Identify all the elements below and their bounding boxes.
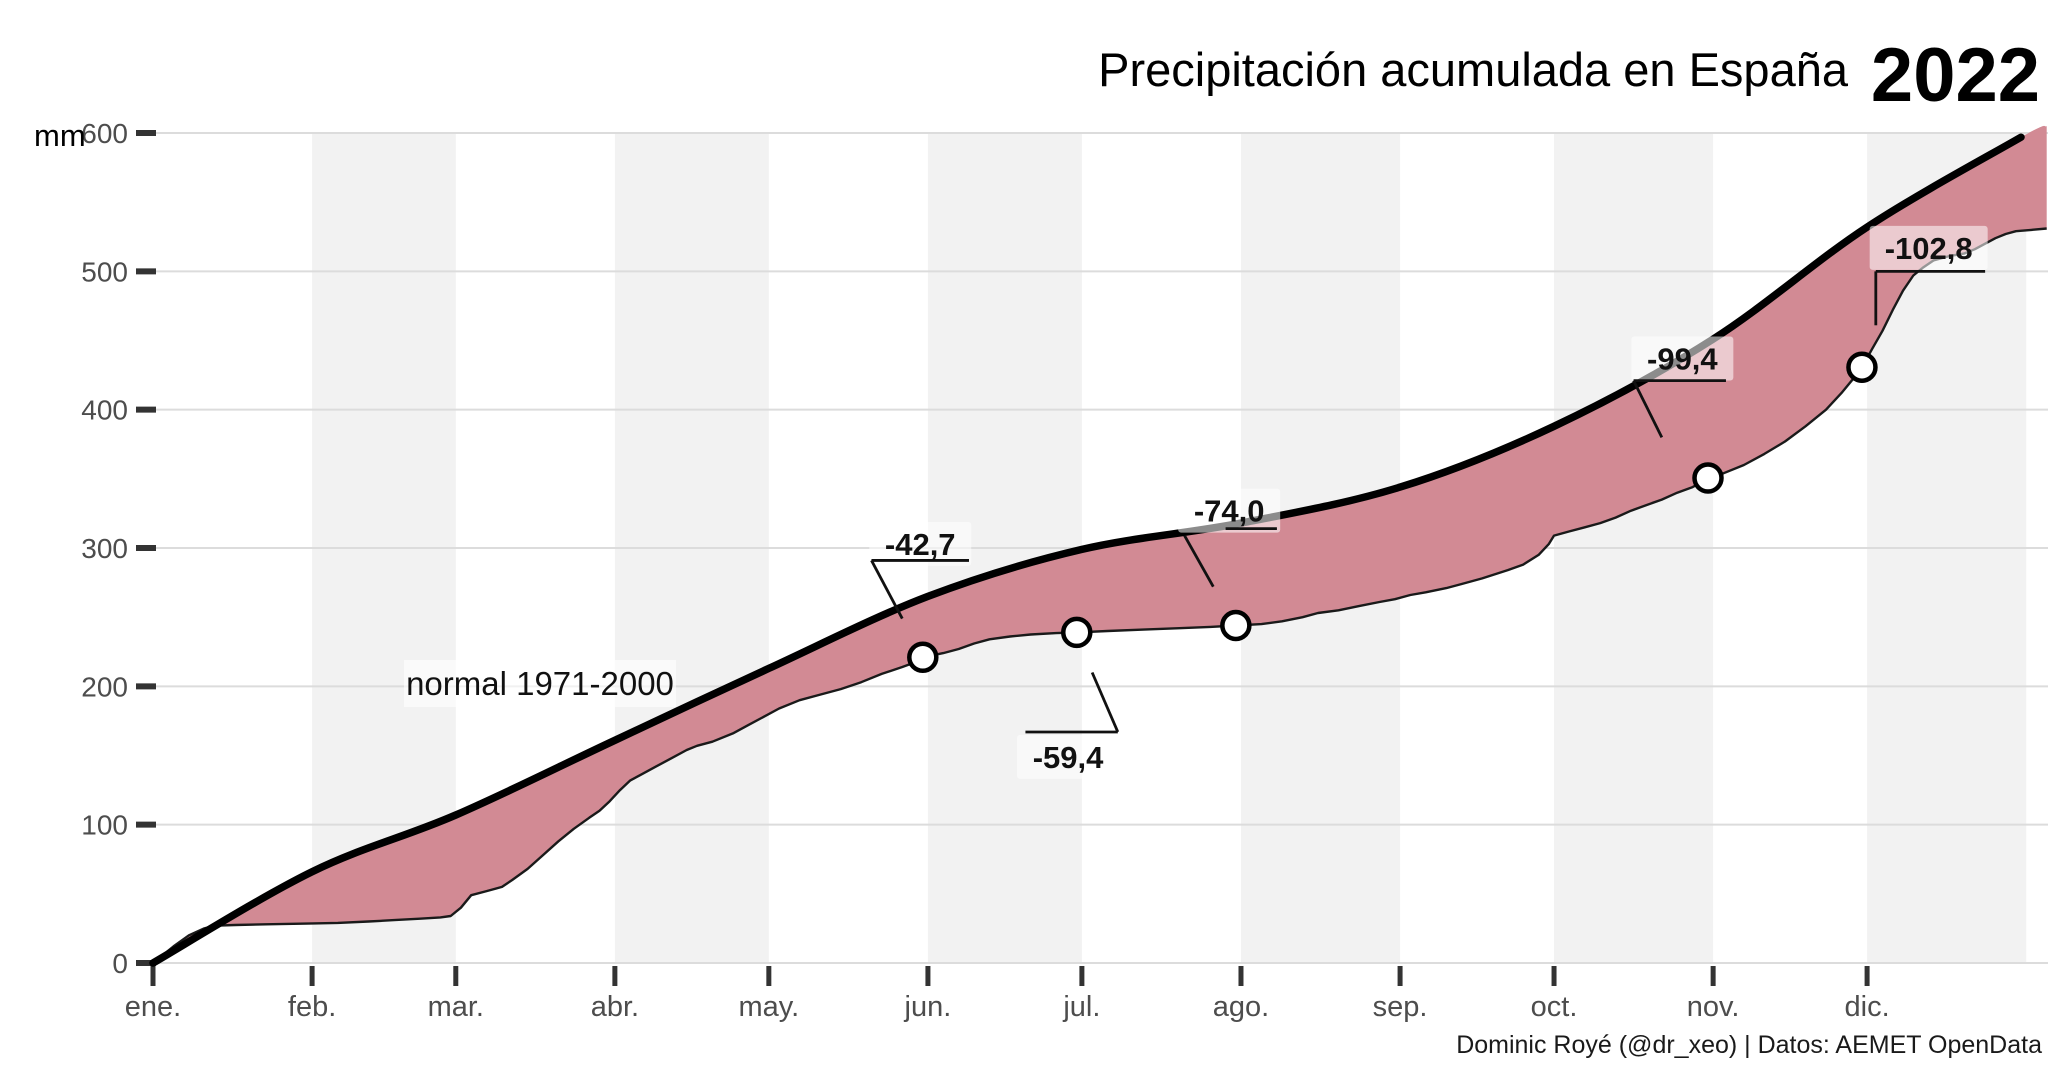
annotation-box <box>869 521 972 566</box>
x-tick-label-ago: ago. <box>1213 991 1269 1023</box>
annotation-box <box>1631 336 1734 381</box>
y-tick-label-500: 500 <box>81 256 128 287</box>
normal-label-box <box>404 660 676 707</box>
annotation-label--59,4: -59,4 <box>1033 740 1104 775</box>
marker-circle-day-211 <box>1220 609 1252 642</box>
y-tick-label-400: 400 <box>81 395 128 426</box>
annotation-label--99,4: -99,4 <box>1647 341 1718 376</box>
x-tick-label-jun: jun. <box>904 991 952 1023</box>
x-tick-label-feb: feb. <box>288 991 336 1023</box>
x-tick-label-ene: ene. <box>125 991 181 1023</box>
axes: 0 100 200 300 400 500 600 ene. feb. mar. abr. may. j… <box>81 118 1889 1023</box>
y-tick-label-200: 200 <box>81 671 128 702</box>
chart-year-label: 2022 <box>1871 33 2040 118</box>
x-tick-label-jul: jul. <box>1062 991 1100 1023</box>
annotation-box <box>1178 488 1281 533</box>
marker-circle-day-180 <box>1061 616 1093 649</box>
marker-circle-day-150 <box>907 641 939 674</box>
annotation-label--74,0: -74,0 <box>1194 494 1265 529</box>
y-tick-label-0: 0 <box>112 948 128 979</box>
x-tick-label-may: may. <box>738 991 799 1023</box>
normal-series-label: normal 1971-2000 <box>406 665 674 702</box>
month-end-markers <box>907 351 1878 674</box>
deficit-annotations: -42,7 -59,4 -74,0 -99,4 -102,8 <box>869 225 1988 779</box>
annotation-label--102,8: -102,8 <box>1885 231 1973 266</box>
annotation-leader <box>1183 534 1215 588</box>
y-tick-label-300: 300 <box>81 533 128 564</box>
x-tick-label-mar: mar. <box>428 991 484 1023</box>
x-tick-label-oct: oct. <box>1531 991 1578 1023</box>
y-axis-unit-label: mm <box>34 118 86 153</box>
annotation-box <box>1017 734 1120 779</box>
year-2022-line <box>152 227 2047 964</box>
y-tick-label-600: 600 <box>81 118 128 149</box>
y-tick-label-100: 100 <box>81 810 128 841</box>
x-tick-label-dic: dic. <box>1845 991 1890 1023</box>
deficit-area <box>153 125 2047 963</box>
annotation-label--42,7: -42,7 <box>885 527 956 562</box>
marker-circle-day-333 <box>1846 351 1878 383</box>
x-tick-label-abr: abr. <box>591 991 639 1023</box>
annotation-leader <box>1090 671 1120 733</box>
annotation-box <box>1869 225 1988 270</box>
x-tick-label-nov: nov. <box>1687 991 1740 1023</box>
marker-circle-day-303 <box>1692 462 1724 494</box>
x-tick-label-sep: sep. <box>1373 991 1428 1023</box>
chart-title: Precipitación acumulada en España <box>1098 43 1849 96</box>
attribution: Dominic Royé (@dr_xeo) | Datos: AEMET Op… <box>1456 1031 2042 1059</box>
annotation-leader <box>870 559 904 620</box>
annotation-leader <box>1632 380 1664 438</box>
